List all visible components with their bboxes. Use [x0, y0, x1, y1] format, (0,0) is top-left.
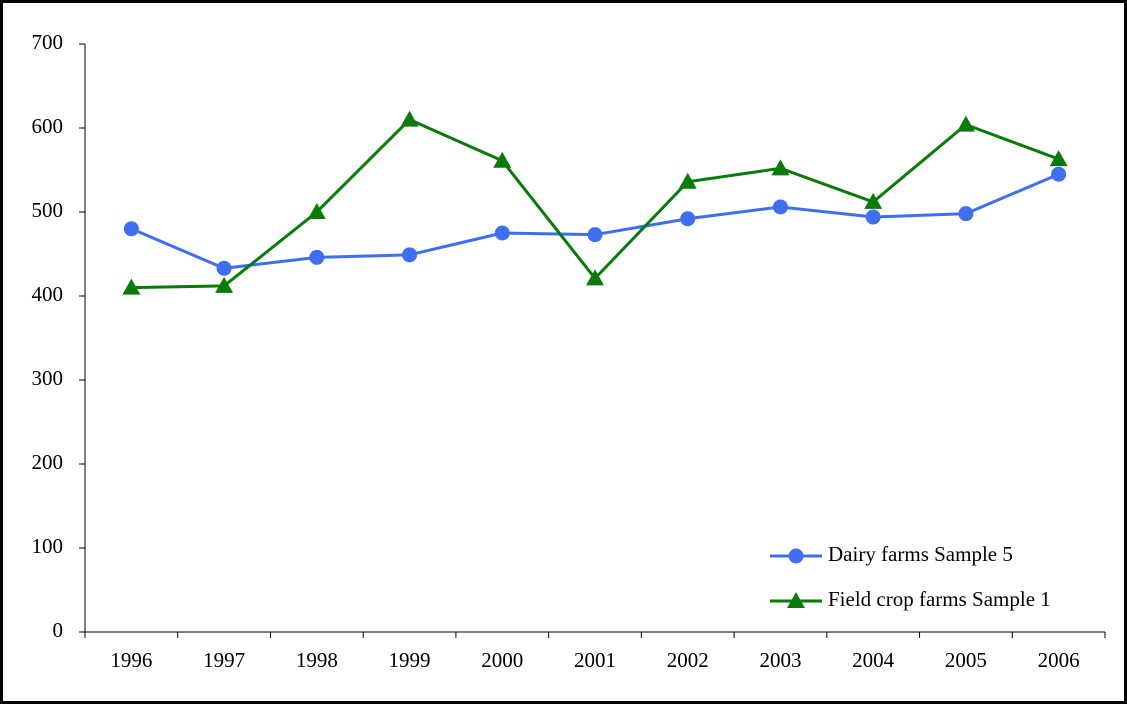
marker: [216, 260, 232, 276]
marker: [400, 110, 419, 127]
marker: [865, 209, 881, 225]
marker: [586, 269, 604, 286]
marker: [307, 203, 326, 219]
x-tick-label: 1998: [296, 648, 338, 672]
x-tick-label: 2004: [852, 648, 895, 672]
x-tick-label: 1999: [389, 648, 431, 672]
marker: [587, 227, 603, 243]
marker: [864, 192, 883, 209]
marker: [1051, 166, 1067, 182]
x-tick-label: 1996: [110, 648, 152, 672]
y-tick-label: 200: [32, 450, 64, 474]
marker: [122, 278, 141, 295]
x-tick-label: 2001: [574, 648, 616, 672]
y-tick-label: 600: [32, 114, 64, 138]
y-tick-label: 700: [32, 30, 64, 54]
x-tick-label: 2006: [1038, 648, 1080, 672]
x-tick-label: 2005: [945, 648, 987, 672]
marker: [402, 247, 418, 263]
legend-label: Dairy farms Sample 5: [828, 542, 1013, 566]
y-tick-label: 300: [32, 366, 64, 390]
x-tick-label: 2002: [667, 648, 709, 672]
marker: [678, 172, 697, 189]
legend-label: Field crop farms Sample 1: [828, 587, 1051, 611]
y-tick-label: 100: [32, 534, 64, 558]
y-tick-label: 400: [32, 282, 64, 306]
y-tick-label: 0: [53, 618, 64, 642]
marker: [958, 206, 974, 222]
marker: [494, 225, 510, 241]
marker: [493, 151, 512, 168]
y-tick-label: 500: [32, 198, 64, 222]
marker: [771, 159, 790, 176]
marker: [772, 199, 788, 215]
marker: [680, 211, 696, 227]
marker: [787, 592, 805, 608]
marker: [788, 548, 804, 564]
marker: [123, 221, 139, 237]
marker: [215, 276, 234, 293]
marker: [1049, 150, 1068, 167]
x-tick-label: 2003: [759, 648, 801, 672]
marker: [956, 115, 975, 132]
x-tick-label: 2000: [481, 648, 523, 672]
x-tick-label: 1997: [203, 648, 245, 672]
marker: [309, 249, 325, 265]
